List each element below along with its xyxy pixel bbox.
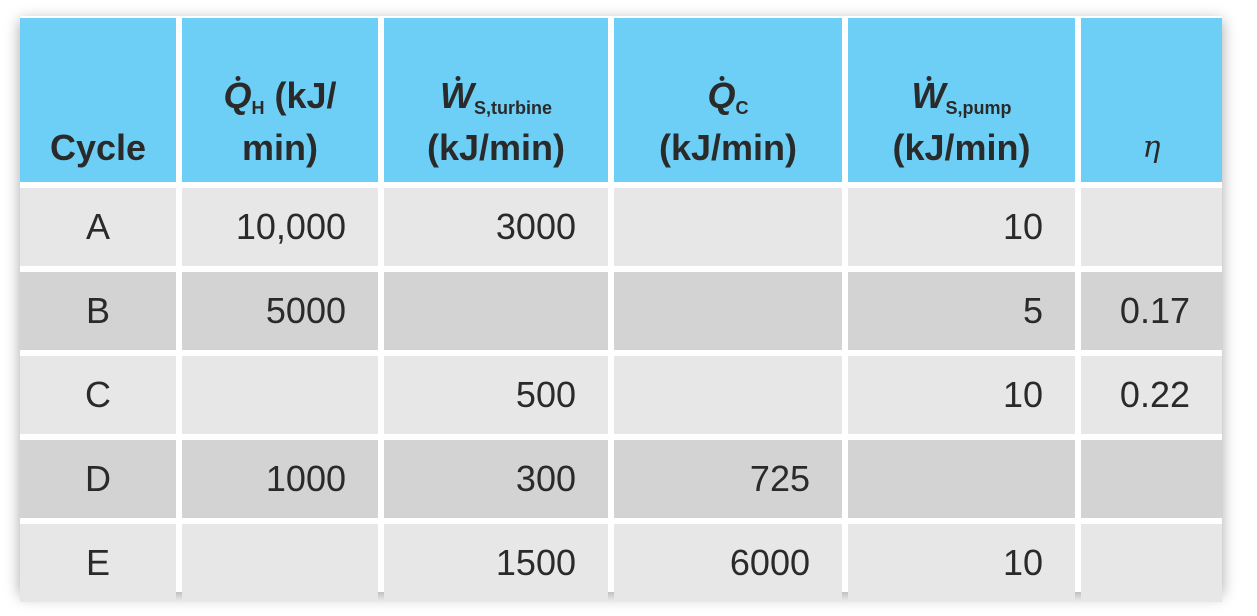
header-cell: WS,pump (kJ/min): [848, 18, 1075, 182]
table-cell: 3000: [384, 188, 608, 266]
table-cell: 300: [384, 440, 608, 518]
header-unit: (kJ/min): [892, 127, 1031, 168]
header-symbol: Q: [707, 75, 736, 116]
cell-text: 10: [1002, 542, 1043, 583]
header-line: min): [182, 128, 378, 168]
header-subscript: C: [735, 98, 749, 118]
header-unit: (kJ/: [274, 75, 337, 116]
cell-text: A: [85, 206, 110, 247]
header-cell: η: [1081, 18, 1222, 182]
header-symbol: η: [1142, 130, 1161, 165]
table-row: D 1000 300 725: [20, 440, 1222, 518]
header-line: WS,pump: [848, 76, 1075, 128]
table-cell: 10: [848, 524, 1075, 602]
cell-text: 0.22: [1119, 374, 1190, 415]
table-row: B 5000 5 0.17: [20, 272, 1222, 350]
header-symbol: W: [440, 75, 474, 116]
header-unit: min): [242, 127, 318, 168]
header-subscript: H: [251, 98, 265, 118]
table-header: Cycle QH (kJ/min) WS,turbine (kJ/min) QC (kJ/…: [20, 18, 1222, 182]
cell-text: 5: [1022, 290, 1043, 331]
header-cell: QC (kJ/min): [614, 18, 842, 182]
header-symbol: W: [911, 75, 946, 116]
table-cell: [182, 524, 378, 602]
table-cell: [614, 356, 842, 434]
header-subscript: S,turbine: [473, 98, 552, 118]
table-cell: [614, 188, 842, 266]
table-cell: [1081, 188, 1222, 266]
table-cell: 500: [384, 356, 608, 434]
cell-text: 5000: [265, 290, 346, 331]
table-cell: 0.17: [1081, 272, 1222, 350]
table-cell: B: [20, 272, 176, 350]
table-cell: 0.22: [1081, 356, 1222, 434]
table-cell: A: [20, 188, 176, 266]
table-row: E 1500 6000 10: [20, 524, 1222, 602]
header-text: Cycle: [49, 127, 147, 168]
header-row: Cycle QH (kJ/min) WS,turbine (kJ/min) QC (kJ/…: [20, 18, 1222, 182]
header-subscript: S,pump: [945, 98, 1012, 118]
header-line: QC: [614, 76, 842, 128]
cell-text: C: [85, 374, 111, 415]
cell-text: 10: [1002, 374, 1043, 415]
table-cell: 10: [848, 356, 1075, 434]
cell-text: 1500: [495, 542, 576, 583]
cell-text: 500: [515, 374, 576, 415]
header-line: (kJ/min): [384, 128, 608, 168]
header-unit: (kJ/min): [658, 127, 798, 168]
cell-text: E: [85, 542, 110, 583]
table-cell: C: [20, 356, 176, 434]
table-cell: E: [20, 524, 176, 602]
table-row: C 500 10 0.22: [20, 356, 1222, 434]
cell-text: 6000: [729, 542, 810, 583]
header-cell: QH (kJ/min): [182, 18, 378, 182]
cell-text: 3000: [495, 206, 576, 247]
header-line: (kJ/min): [848, 128, 1075, 168]
cell-text: 1000: [265, 458, 346, 499]
cell-text: 300: [515, 458, 576, 499]
table-cell: 10,000: [182, 188, 378, 266]
table-cell: 725: [614, 440, 842, 518]
header-unit: (kJ/min): [426, 127, 566, 168]
cell-text: D: [85, 458, 111, 499]
cell-text: 0.17: [1119, 290, 1190, 331]
cell-text: 10,000: [235, 206, 346, 247]
table-cell: [1081, 440, 1222, 518]
cell-text: B: [85, 290, 110, 331]
table-cell: 1500: [384, 524, 608, 602]
cycle-table: Cycle QH (kJ/min) WS,turbine (kJ/min) QC (kJ/…: [14, 12, 1228, 608]
table-cell: 1000: [182, 440, 378, 518]
table-card: Cycle QH (kJ/min) WS,turbine (kJ/min) QC (kJ/…: [20, 16, 1222, 602]
table-cell: [614, 272, 842, 350]
cell-text: 725: [749, 458, 810, 499]
cell-text: 10: [1002, 206, 1043, 247]
header-symbol: Q: [223, 75, 252, 116]
header-cell: WS,turbine (kJ/min): [384, 18, 608, 182]
header-cell: Cycle: [20, 18, 176, 182]
header-line: WS,turbine: [384, 76, 608, 128]
header-line: (kJ/min): [614, 128, 842, 168]
table-cell: 6000: [614, 524, 842, 602]
table-cell: [182, 356, 378, 434]
header-line: QH (kJ/: [182, 76, 378, 128]
table-row: A 10,000 3000 10: [20, 188, 1222, 266]
table-cell: [848, 440, 1075, 518]
table-cell: 5: [848, 272, 1075, 350]
table-cell: [1081, 524, 1222, 602]
table-cell: [384, 272, 608, 350]
table-cell: 5000: [182, 272, 378, 350]
table-body: A 10,000 3000 10 B 5000 5 0.17 C 500 10 0.22 D 1000 30…: [20, 188, 1222, 602]
table-cell: D: [20, 440, 176, 518]
table-cell: 10: [848, 188, 1075, 266]
